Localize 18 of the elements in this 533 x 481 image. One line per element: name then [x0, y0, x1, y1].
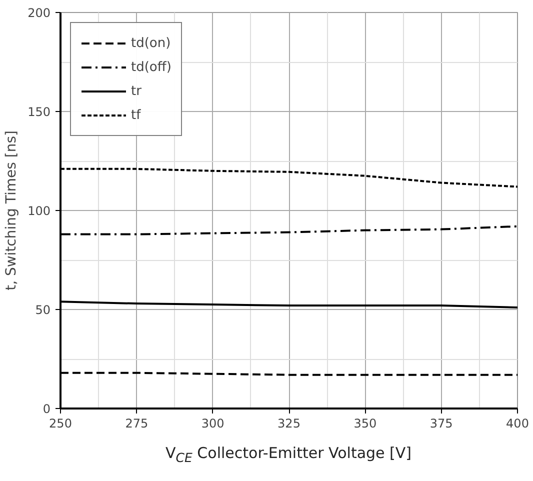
x-tick-label: 325: [278, 416, 300, 430]
x-tick-label: 350: [354, 416, 377, 430]
x-tick-label: 375: [430, 416, 453, 430]
x-axis-title: V$_{CE}$ Collector-Emitter Voltage [V]: [166, 443, 412, 467]
y-tick-label: 100: [28, 204, 50, 218]
legend-label: td(off): [131, 60, 172, 74]
y-tick-label: 50: [35, 303, 51, 317]
x-tick-label: 250: [49, 416, 72, 430]
legend-label: tr: [131, 84, 142, 98]
x-tick-label: 300: [201, 416, 224, 430]
y-tick-label: 0: [42, 402, 51, 416]
x-tick-label: 400: [506, 416, 529, 430]
legend-label: tf: [131, 108, 142, 122]
y-axis-title: t, Switching Times [ns]: [4, 130, 20, 290]
legend-label: td(on): [131, 36, 171, 50]
y-tick-label: 150: [28, 105, 50, 119]
y-tick-label: 200: [28, 6, 50, 20]
x-tick-label: 275: [125, 416, 148, 430]
